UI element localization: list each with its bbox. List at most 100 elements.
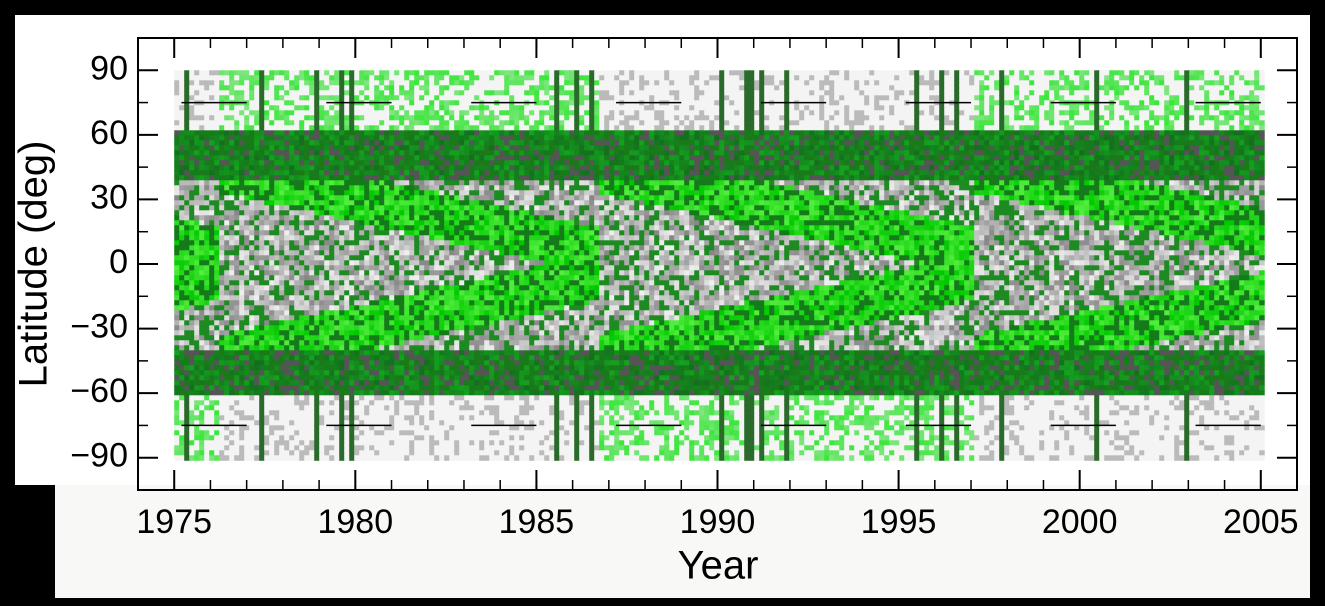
heat-cell <box>199 395 205 401</box>
heat-cell <box>194 90 200 96</box>
heat-cell <box>424 265 430 271</box>
panel-bottom <box>55 485 1310 598</box>
heat-cell <box>359 320 365 326</box>
heat-cell <box>224 450 230 456</box>
heat-cell <box>314 250 320 256</box>
heat-cell <box>334 105 340 111</box>
heat-cell <box>314 270 320 276</box>
heat-cell <box>414 140 420 146</box>
heat-cell <box>454 85 460 91</box>
heat-cell <box>194 415 200 421</box>
heat-cell <box>224 430 230 436</box>
heat-cell <box>229 245 235 251</box>
heat-cell <box>304 310 310 316</box>
heat-cell <box>344 105 350 111</box>
heat-cell <box>409 255 415 261</box>
heat-cell <box>394 170 400 176</box>
heat-cell <box>419 215 425 221</box>
heat-cell <box>209 80 215 86</box>
heat-cell <box>179 255 185 261</box>
heat-cell <box>384 305 390 311</box>
heat-cell <box>249 155 255 161</box>
heat-cell <box>444 115 450 121</box>
heat-cell <box>489 355 495 361</box>
heat-cell <box>484 240 490 246</box>
heat-cell <box>274 305 280 311</box>
heat-cell <box>204 190 210 196</box>
heat-cell <box>314 240 320 246</box>
heat-cell <box>444 120 450 126</box>
heat-cell <box>259 325 265 331</box>
heat-cell <box>479 70 485 76</box>
heat-cell <box>329 185 335 191</box>
heat-cell <box>194 370 200 376</box>
heat-cell <box>294 115 300 121</box>
heat-cell <box>389 190 395 196</box>
heat-cell <box>249 285 255 291</box>
heat-cell <box>379 350 385 356</box>
heat-cell <box>439 100 445 106</box>
heat-cell <box>359 180 365 186</box>
heat-cell <box>254 120 260 126</box>
heat-cell <box>379 115 385 121</box>
heat-cell <box>389 410 395 416</box>
heat-cell <box>284 250 290 256</box>
heat-cell <box>349 435 355 441</box>
heat-cell <box>319 440 325 446</box>
heat-cell <box>254 100 260 106</box>
heat-cell <box>309 150 315 156</box>
heat-cell <box>489 250 495 256</box>
heat-cell <box>184 135 190 141</box>
heat-cell <box>224 455 230 461</box>
heat-cell <box>474 90 480 96</box>
heat-cell <box>434 115 440 121</box>
heat-cell <box>409 160 415 166</box>
heat-cell <box>454 420 460 426</box>
heat-cell <box>479 345 485 351</box>
heat-cell <box>299 445 305 451</box>
heat-cell <box>194 340 200 346</box>
heat-cell <box>464 355 470 361</box>
heat-cell <box>269 320 275 326</box>
heat-cell <box>409 225 415 231</box>
heat-cell <box>329 280 335 286</box>
heat-cell <box>449 400 455 406</box>
heat-cell <box>269 395 275 401</box>
heat-cell <box>234 85 240 91</box>
heat-cell <box>319 300 325 306</box>
heat-cell <box>429 85 435 91</box>
heat-cell <box>299 220 305 226</box>
heat-cell <box>199 230 205 236</box>
heat-cell <box>274 150 280 156</box>
heat-cell <box>199 420 205 426</box>
heat-cell <box>359 400 365 406</box>
heat-cell <box>379 265 385 271</box>
heat-cell <box>424 380 430 386</box>
heat-cell <box>344 290 350 296</box>
heat-cell <box>434 145 440 151</box>
heat-cell <box>429 345 435 351</box>
heat-cell <box>409 70 415 76</box>
heat-cell <box>259 385 265 391</box>
heat-cell <box>234 140 240 146</box>
heat-cell <box>424 435 430 441</box>
heat-cell <box>344 280 350 286</box>
heat-cell <box>274 375 280 381</box>
heat-cell <box>424 260 430 266</box>
heat-cell <box>464 215 470 221</box>
heat-cell <box>179 85 185 91</box>
heat-cell <box>259 195 265 201</box>
heat-cell <box>269 350 275 356</box>
heat-cell <box>309 165 315 171</box>
heat-cell <box>484 115 490 121</box>
heat-cell <box>179 380 185 386</box>
heat-cell <box>284 320 290 326</box>
heat-cell <box>399 85 405 91</box>
heat-cell <box>334 155 340 161</box>
heat-cell <box>469 120 475 126</box>
heat-cell <box>304 135 310 141</box>
heat-cell <box>444 420 450 426</box>
heat-cell <box>194 335 200 341</box>
heat-cell <box>229 455 235 461</box>
heat-cell <box>469 205 475 211</box>
